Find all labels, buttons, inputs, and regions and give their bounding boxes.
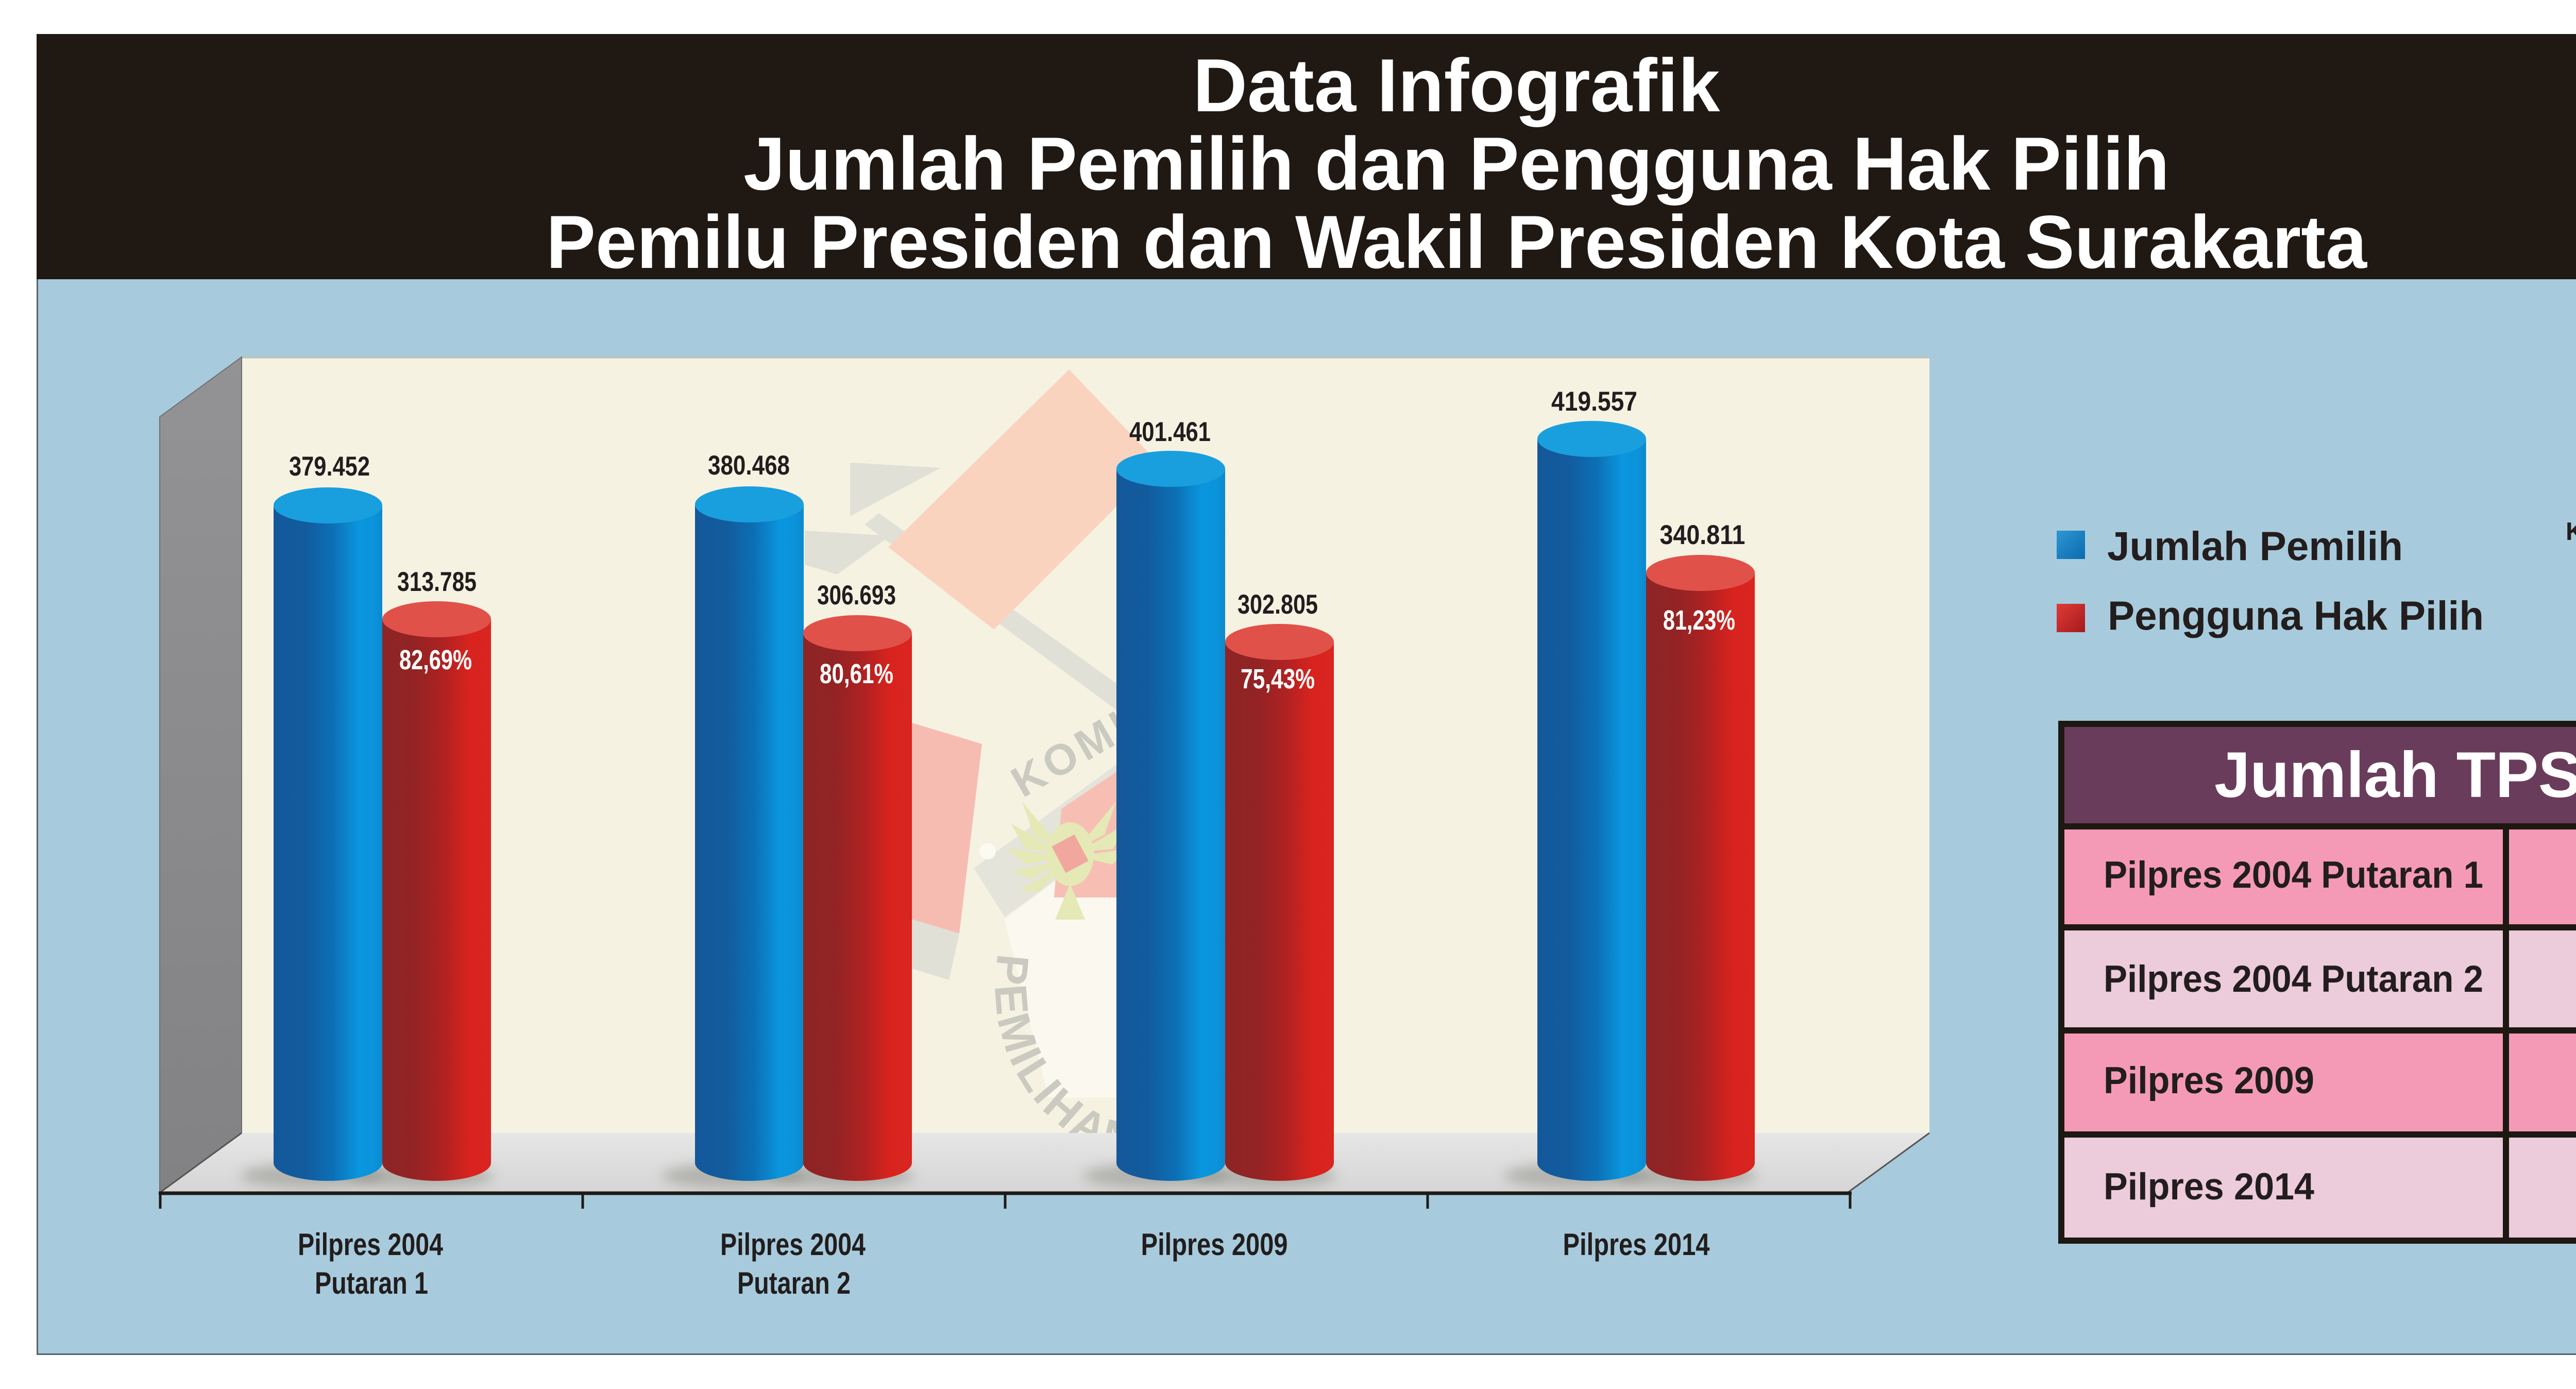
svg-text:Pilpres 2004 Putaran 2: Pilpres 2004 Putaran 2 (2104, 958, 2483, 1000)
svg-text:Pilpres 2009: Pilpres 2009 (1141, 1227, 1288, 1262)
svg-text:Pilpres 2004: Pilpres 2004 (720, 1227, 866, 1262)
svg-text:302.805: 302.805 (1238, 589, 1318, 620)
svg-text:81,23%: 81,23% (1663, 605, 1735, 636)
svg-text:401.461: 401.461 (1129, 417, 1211, 447)
svg-text:Putaran 2: Putaran 2 (737, 1266, 851, 1300)
svg-text:75,43%: 75,43% (1241, 664, 1315, 694)
svg-text:Jumlah Pemilih dan Pengguna Ha: Jumlah Pemilih dan Pengguna Hak Pilih (743, 122, 2170, 206)
svg-text:Pemilu Presiden dan Wakil Pres: Pemilu Presiden dan Wakil Presiden Kota … (546, 200, 2368, 284)
svg-text:313.785: 313.785 (397, 567, 477, 597)
svg-text:Pilpres 2004 Putaran 1: Pilpres 2004 Putaran 1 (2104, 854, 2483, 896)
svg-text:Pengguna Hak Pilih: Pengguna Hak Pilih (2108, 592, 2484, 638)
svg-text:Pilpres 2014: Pilpres 2014 (1563, 1227, 1710, 1262)
svg-text:379.452: 379.452 (289, 451, 370, 482)
svg-text:Jumlah TPS: Jumlah TPS (2214, 739, 2576, 811)
svg-text:KOTA SURAKARTA: KOTA SURAKARTA (2566, 518, 2576, 546)
svg-text:380.468: 380.468 (708, 450, 790, 481)
svg-text:340.811: 340.811 (1660, 520, 1745, 550)
svg-text:Pilpres 2009: Pilpres 2009 (2104, 1060, 2314, 1102)
svg-text:Data Infografik: Data Infografik (1193, 43, 1721, 127)
svg-text:Putaran 1: Putaran 1 (315, 1266, 428, 1300)
svg-text:Jumlah Pemilih: Jumlah Pemilih (2107, 523, 2403, 569)
svg-text:419.557: 419.557 (1551, 386, 1637, 417)
svg-text:Pilpres 2004: Pilpres 2004 (298, 1227, 444, 1262)
svg-text:82,69%: 82,69% (399, 645, 472, 675)
svg-text:Pilpres 2014: Pilpres 2014 (2104, 1166, 2314, 1208)
svg-text:80,61%: 80,61% (820, 658, 893, 689)
svg-text:306.693: 306.693 (817, 580, 896, 611)
